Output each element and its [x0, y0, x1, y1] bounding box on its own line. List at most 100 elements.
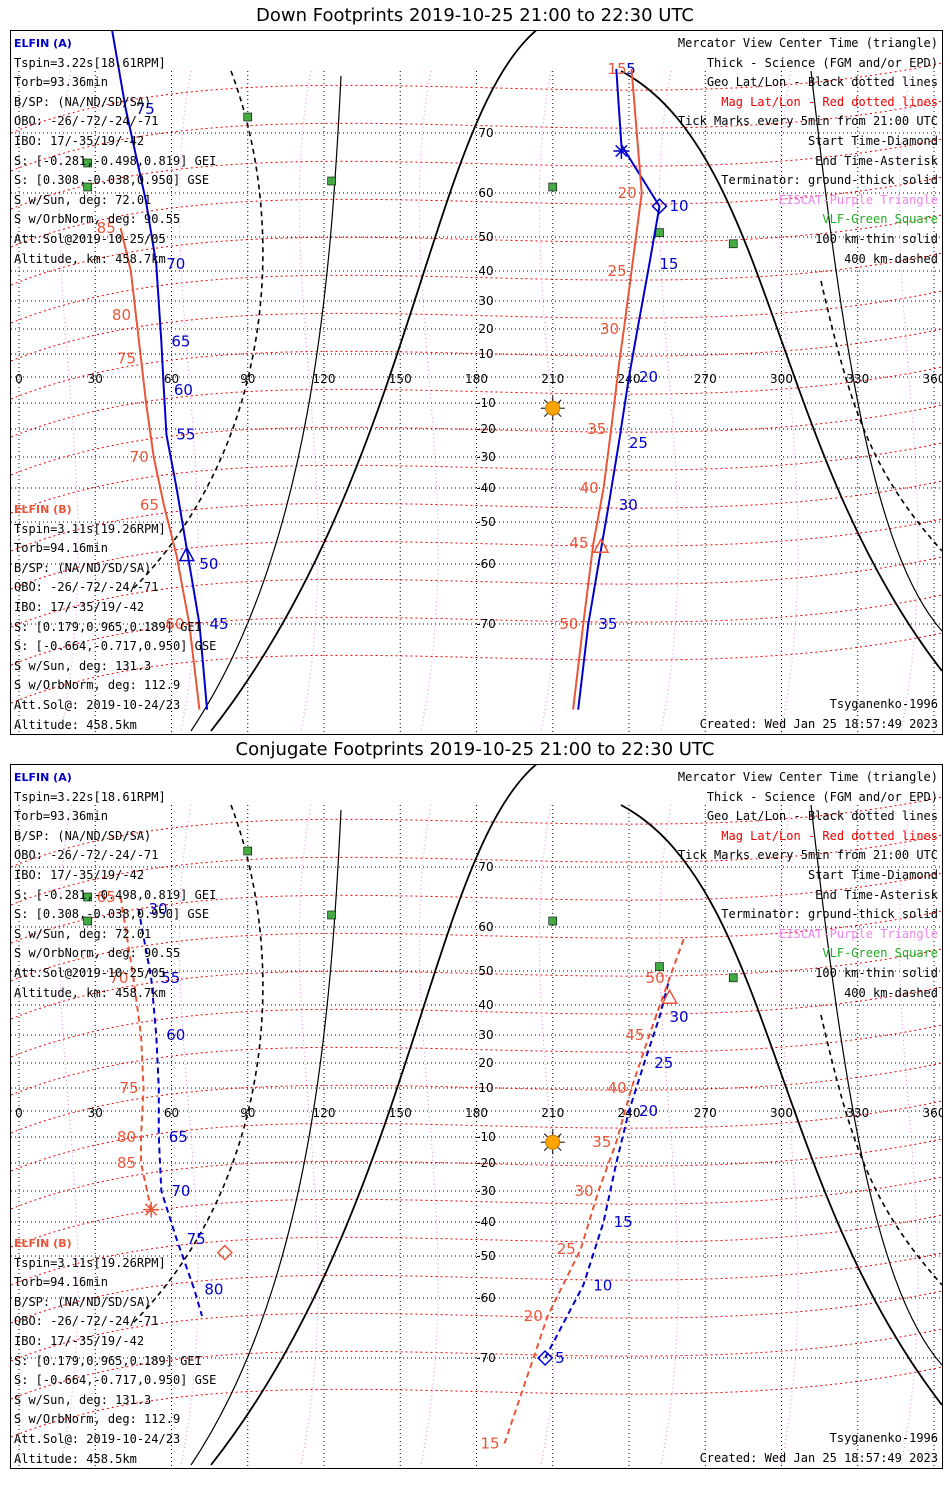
lon-tick-label: 360	[923, 372, 942, 386]
lat-tick-label: 60	[478, 920, 493, 934]
elfin-a-tick-label: 55	[176, 426, 195, 444]
lon-tick-label: 0	[15, 1106, 23, 1120]
elfin-b-tick-label: 25	[608, 262, 627, 280]
lat-tick-label: -50	[476, 515, 496, 529]
bottom-a-line-7: S w/Sun, deg: 72.01	[14, 926, 152, 941]
top-legend: Mercator View Center Time (triangle) Thi…	[678, 34, 938, 269]
lat-tick-label: 50	[478, 964, 493, 978]
top-panel-title: Down Footprints 2019-10-25 21:00 to 22:3…	[256, 5, 694, 26]
lon-tick-label: 210	[541, 1106, 564, 1120]
lat-tick-label: -70	[476, 617, 496, 631]
top-b-line-9: Att.Sol@: 2019-10-24/23	[14, 697, 181, 712]
top-a-line-3: OBO: -26/-72/-24/-71	[14, 114, 159, 129]
bottom-b-line-10: Altitude: 458.5km	[14, 1451, 137, 1466]
elfin-a-tick-label: 10	[670, 197, 689, 215]
vlf-station-square	[327, 910, 336, 920]
bottom-a-line-3: OBO: -26/-72/-24/-71	[14, 848, 159, 863]
top-elfin-b-info: ELFIN (B) Tspin=3.11s[19.26RPM] Torb=94.…	[14, 500, 216, 734]
mag-parallel	[11, 1062, 942, 1134]
bottom-legend-mag: Mag Lat/Lon - Red dotted lines	[721, 828, 938, 843]
elfin-a-footprint-trace	[544, 977, 671, 1359]
lon-tick-label: 270	[694, 1106, 717, 1120]
top-legend-400km: 400 km-dashed	[844, 251, 938, 266]
bottom-a-line-8: S w/OrbNorm, deg: 90.55	[14, 946, 181, 961]
mag-meridian	[298, 70, 319, 732]
top-a-line-2: B/SP: (NA/ND/SD/SA)	[14, 94, 152, 109]
lat-tick-label: 70	[478, 126, 493, 140]
bottom-legend-thick: Thick - Science (FGM and/or EPD)	[706, 789, 938, 804]
mag-meridian	[418, 804, 439, 1466]
elfin-a-tick-label: 70	[166, 255, 185, 273]
lon-tick-label: 360	[923, 1106, 942, 1120]
elfin-a-tick-label: 15	[614, 1213, 633, 1231]
center-time-triangle	[661, 988, 678, 1004]
elfin-a-tick-label: 60	[166, 1026, 185, 1044]
mag-parallel	[11, 986, 942, 1058]
mag-parallel	[11, 1176, 942, 1248]
elfin-b-tick-label: 20	[524, 1307, 543, 1325]
lat-tick-label: -10	[476, 1130, 496, 1144]
mag-meridian	[778, 70, 799, 732]
mag-parallel	[11, 872, 942, 944]
elfin-b-tick-label: 75	[120, 1079, 139, 1097]
lon-tick-label: 60	[164, 372, 179, 386]
bottom-created: Created: Wed Jan 25 18:57:49 2023	[699, 1450, 938, 1465]
elfin-a-tick-label: 5	[626, 60, 636, 78]
top-legend-100km: 100 km-thin solid	[815, 231, 938, 246]
lon-tick-label: 60	[164, 1106, 179, 1120]
top-legend-eiscat: EISCAT-Purple Triangle	[779, 192, 938, 207]
lon-tick-label: 90	[240, 372, 255, 386]
elfin-b-tick-label: 35	[592, 1133, 611, 1151]
top-elfin-b-header: ELFIN (B)	[14, 503, 72, 516]
mag-meridian	[298, 804, 319, 1466]
top-a-line-1: Torb=93.36min	[14, 75, 108, 90]
elfin-b-tick-label: 85	[117, 1154, 136, 1172]
top-a-line-6: S: [0.308,-0.038,0.950] GSE	[14, 173, 210, 188]
mag-parallel	[11, 404, 942, 476]
lat-tick-label: 50	[478, 230, 493, 244]
mag-parallel	[11, 176, 942, 248]
elfin-a-footprint-trace	[577, 68, 661, 710]
terminator-ground-west	[210, 765, 538, 1466]
top-created: Created: Wed Jan 25 18:57:49 2023	[699, 716, 938, 731]
bottom-b-line-3: OBO: -26/-72/-24/-71	[14, 1314, 159, 1329]
top-footer: Tsyganenko-1996 Created: Wed Jan 25 18:5…	[700, 695, 938, 734]
elfin-a-tick-label: 75	[136, 100, 155, 118]
lon-tick-label: 30	[88, 1106, 103, 1120]
lat-tick-label: 40	[478, 998, 493, 1012]
bottom-legend-geo: Geo Lat/Lon - Black dotted lines	[706, 809, 938, 824]
mag-parallel	[11, 1252, 942, 1324]
bottom-a-line-6: S: [0.308,-0.038,0.950] GSE	[14, 907, 210, 922]
elfin-a-tick-label: 65	[169, 1128, 188, 1146]
mag-parallel	[11, 1328, 942, 1400]
elfin-b-footprint-trace	[119, 896, 153, 1210]
lat-tick-label: 30	[478, 1028, 493, 1042]
top-a-line-8: S w/OrbNorm, deg: 90.55	[14, 212, 181, 227]
mag-parallel	[11, 1214, 942, 1286]
elfin-b-tick-label: 15	[608, 60, 627, 78]
mag-parallel	[11, 480, 942, 552]
lon-tick-label: 90	[240, 1106, 255, 1120]
lon-tick-label: 210	[541, 372, 564, 386]
terminator-100km-east	[810, 70, 942, 632]
elfin-b-tick-label: 50	[646, 969, 665, 987]
top-b-line-2: B/SP: (NA/ND/SD/SA)	[14, 560, 152, 575]
top-b-line-1: Torb=94.16min	[14, 541, 108, 556]
elfin-b-tick-label: 30	[600, 320, 619, 338]
terminator-100km-east	[810, 804, 942, 1366]
lat-tick-label: 20	[478, 1056, 493, 1070]
lon-tick-label: 180	[465, 372, 488, 386]
top-legend-vlf: VLF-Green Square	[822, 212, 938, 227]
elfin-a-tick-label: 70	[171, 1182, 190, 1200]
vlf-station-square	[548, 182, 558, 192]
elfin-a-tick-label: 35	[598, 615, 617, 633]
mag-parallel	[11, 632, 942, 704]
mag-parallel	[11, 138, 942, 210]
lat-tick-label: 60	[478, 186, 493, 200]
bottom-footprint-map: 0306090120150180210240270300330360706050…	[10, 764, 943, 1469]
elfin-b-tick-label: 65	[97, 888, 116, 906]
lon-tick-label: 330	[846, 1106, 869, 1120]
mag-parallel	[11, 252, 942, 324]
lon-tick-label: 120	[313, 372, 336, 386]
elfin-a-tick-label: 75	[187, 1230, 206, 1248]
